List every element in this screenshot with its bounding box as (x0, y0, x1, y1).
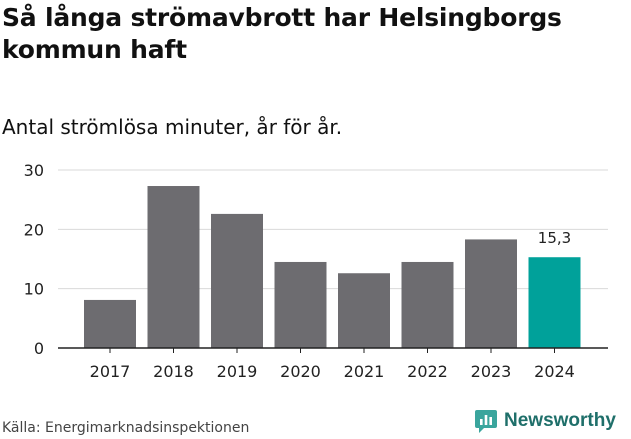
gridlines (58, 169, 608, 290)
x-tick-label: 2017 (90, 362, 131, 381)
y-tick-label: 10 (24, 280, 44, 299)
x-tick-label: 2018 (153, 362, 194, 381)
x-tick-label: 2022 (407, 362, 448, 381)
x-tick-label: 2024 (534, 362, 575, 381)
x-tick-label: 2020 (280, 362, 321, 381)
y-tick-label: 20 (24, 220, 44, 239)
bar-chart: 0 10 20 30 2017 2018 2019 2020 2021 2022 2023 2024… (24, 161, 608, 381)
data-label-2024: 15,3 (538, 229, 571, 247)
x-tick-label: 2023 (471, 362, 512, 381)
bar-2020 (274, 261, 327, 348)
chart-subtitle: Antal strömlösa minuter, år för år. (2, 115, 343, 139)
source-note: Källa: Energimarknadsinspektionen (2, 420, 250, 436)
x-tick-label: 2019 (217, 362, 258, 381)
bar-2021 (338, 273, 390, 348)
x-axis-ticks: 2017 2018 2019 2020 2021 2022 2023 2024 (90, 348, 575, 381)
newsworthy-logo-text: Newsworthy (504, 410, 616, 431)
bar-2022 (401, 261, 454, 348)
bar-2019 (211, 213, 263, 348)
bars (84, 186, 581, 348)
bar-2024 (528, 257, 581, 348)
bar-2018 (147, 186, 200, 348)
data-labels: 15,3 (538, 229, 571, 247)
y-tick-label: 0 (34, 339, 44, 358)
newsworthy-logo-icon (475, 410, 497, 433)
bar-2017 (84, 299, 136, 348)
y-axis-ticks: 0 10 20 30 (24, 161, 44, 358)
y-tick-label: 30 (24, 161, 44, 180)
bar-2023 (465, 239, 517, 348)
x-tick-label: 2021 (344, 362, 385, 381)
chart-title: Så långa strömavbrott har Helsingborgs k… (2, 3, 562, 64)
newsworthy-logo: Newsworthy (474, 408, 616, 434)
